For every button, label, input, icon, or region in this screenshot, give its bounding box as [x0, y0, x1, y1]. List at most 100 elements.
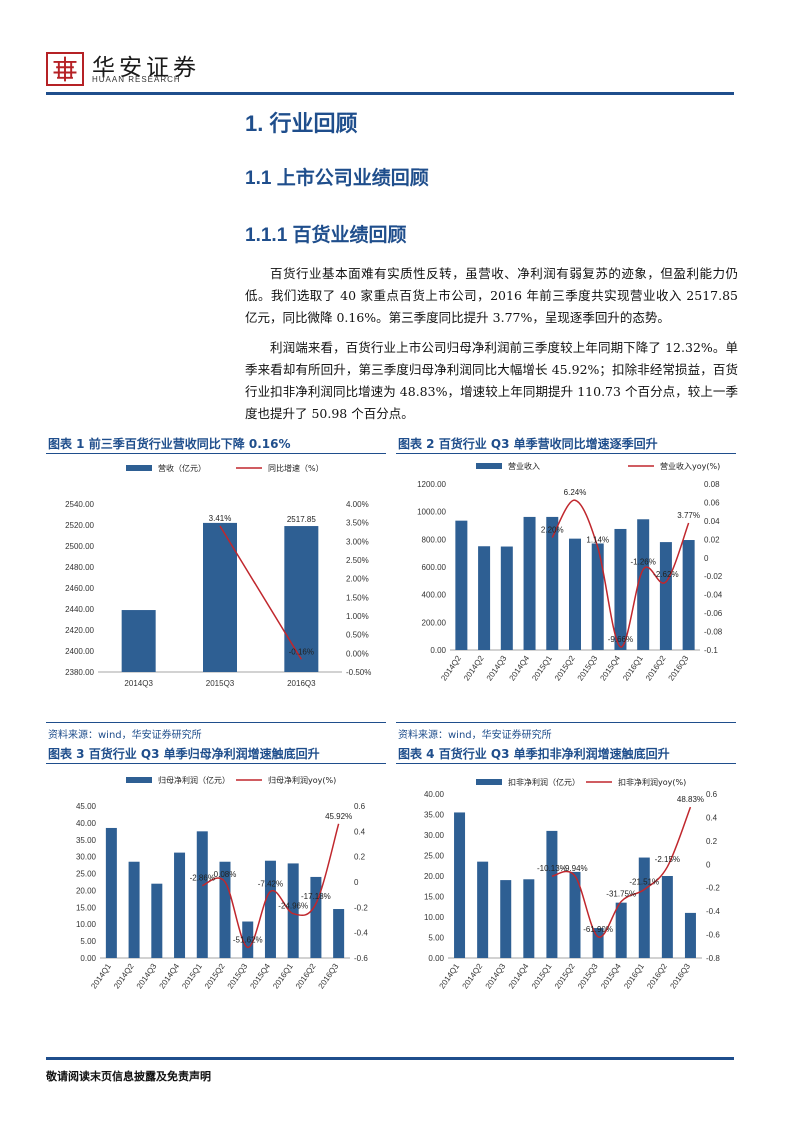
bar [121, 610, 156, 672]
data-label: 2.20% [541, 525, 564, 534]
category-label: 2015Q3 [576, 962, 600, 991]
category-label: 2015Q4 [599, 962, 623, 991]
left-tick-label: 25.00 [76, 870, 97, 879]
data-label: 45.92% [325, 812, 352, 821]
right-tick-label: -0.6 [354, 954, 368, 963]
figure-2-title-rule [396, 453, 736, 454]
data-label: -1.26% [631, 557, 656, 566]
right-tick-label: -0.2 [706, 884, 720, 893]
page-header: 华安证券 HUAAN RESEARCH [46, 48, 736, 96]
data-label: 48.83% [677, 795, 704, 804]
data-label: -17.18% [301, 892, 331, 901]
right-tick-label: 0.4 [354, 827, 366, 836]
data-label: 2517.85 [287, 515, 316, 524]
left-tick-label: 2520.00 [65, 521, 94, 530]
bar [523, 516, 536, 650]
bar [592, 928, 604, 958]
data-label: -2.86% [190, 874, 215, 883]
left-tick-label: 15.00 [76, 903, 97, 912]
data-label: 6.24% [564, 488, 587, 497]
figure-1-source: 资料来源：wind，华安证券研究所 [48, 730, 202, 741]
left-tick-label: 45.00 [76, 802, 97, 811]
bar [478, 546, 491, 650]
left-tick-label: 30.00 [424, 831, 445, 840]
right-tick-label: 4.00% [346, 500, 369, 509]
data-label: -61.90% [583, 925, 613, 934]
left-tick-label: 400.00 [422, 591, 447, 600]
figure-2-source: 资料来源：wind，华安证券研究所 [398, 730, 552, 741]
bar [455, 520, 468, 650]
bar [264, 860, 276, 958]
legend-bar-swatch [126, 777, 152, 783]
logo-english-name: HUAAN RESEARCH [92, 75, 181, 84]
right-tick-label: -0.04 [704, 591, 723, 600]
left-tick-label: 1200.00 [417, 480, 446, 489]
right-tick-label: -0.6 [706, 931, 720, 940]
huaan-seal-logo-icon [46, 52, 84, 86]
bar [637, 519, 650, 650]
bar [477, 861, 489, 958]
data-label: -9.94% [562, 864, 587, 873]
bar [287, 863, 299, 958]
right-tick-label: 2.00% [346, 575, 369, 584]
bar [174, 852, 186, 958]
data-label: -7.42% [258, 879, 283, 888]
bar [659, 542, 672, 650]
logo-chinese-name: 华安证券 [92, 55, 200, 81]
category-label: 2015Q3 [576, 654, 600, 683]
fig4-svg: 0.00 5.00 10.00 15.00 20.00 25.00 30.00 35.00 40… [424, 777, 720, 991]
category-label: 2014Q4 [157, 962, 181, 991]
bar [196, 831, 208, 958]
category-label: 2014Q2 [439, 654, 463, 683]
right-tick-label: 3.50% [346, 519, 369, 528]
right-tick-label: 0.2 [706, 837, 718, 846]
legend-bar-swatch [476, 463, 502, 469]
legend-bar-label: 归母净利润（亿元） [158, 775, 230, 785]
category-label: 2014Q3 [135, 962, 159, 991]
bar [219, 861, 231, 958]
right-tick-label: -0.02 [704, 572, 723, 581]
figure-1-title-rule [46, 453, 386, 454]
right-tick-label: -0.08 [704, 628, 723, 637]
series-line [201, 823, 340, 949]
figure-4-chart: 0.00 5.00 10.00 15.00 20.00 25.00 30.00 35.00 40… [396, 768, 736, 1016]
category-label: 2015Q3 [206, 679, 235, 688]
category-label: 2016Q3 [667, 654, 691, 683]
left-tick-label: 600.00 [422, 563, 447, 572]
right-tick-label: 0 [354, 878, 359, 887]
right-tick-label: -0.50% [346, 668, 371, 677]
category-label: 2015Q2 [553, 654, 577, 683]
left-tick-label: 2380.00 [65, 668, 94, 677]
category-label: 2016Q1 [271, 962, 295, 991]
category-label: 2014Q2 [112, 962, 136, 991]
left-tick-label: 2400.00 [65, 647, 94, 656]
right-tick-label: 0.50% [346, 631, 369, 640]
right-tick-label: -0.8 [706, 954, 720, 963]
series-line [219, 525, 302, 660]
category-label: 2015Q3 [226, 962, 250, 991]
bar [284, 526, 319, 672]
left-tick-label: 2460.00 [65, 584, 94, 593]
data-label: -2.15% [655, 855, 680, 864]
category-label: 2016Q2 [645, 962, 669, 991]
figure-1-title: 图表 1 前三季百货行业营收同比下降 0.16% [48, 437, 291, 451]
right-tick-label: -0.4 [706, 907, 720, 916]
bar [203, 522, 237, 672]
data-label: 1.14% [586, 535, 609, 544]
left-tick-label: 10.00 [76, 920, 97, 929]
bar [591, 543, 604, 650]
category-label: 2015Q4 [598, 654, 622, 683]
category-label: 2014Q2 [461, 962, 485, 991]
data-label: 3.77% [677, 511, 700, 520]
left-tick-label: 20.00 [424, 872, 445, 881]
bar [242, 921, 254, 958]
data-label: -21.51% [629, 877, 659, 886]
right-tick-label: 0.4 [706, 813, 718, 822]
legend-bar-label: 营收（亿元） [158, 463, 206, 473]
fig2-svg: 0.00 200.00 400.00 600.00 800.00 1000.00 1200.… [417, 461, 723, 683]
left-tick-label: 2540.00 [65, 500, 94, 509]
bar [500, 546, 513, 650]
series-line [551, 806, 692, 938]
left-tick-label: 15.00 [424, 893, 445, 902]
bar [546, 516, 559, 650]
